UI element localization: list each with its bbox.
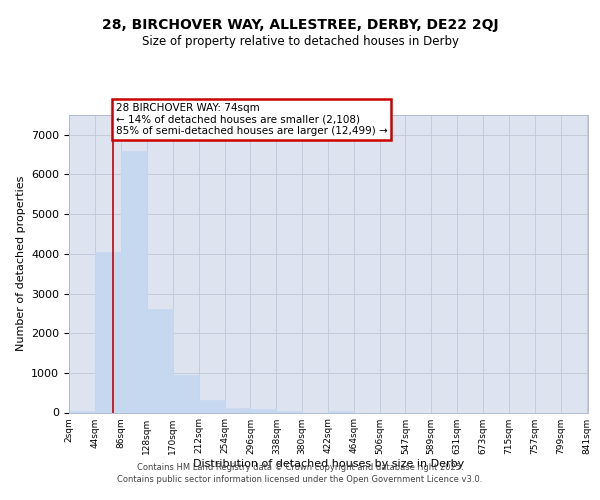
Text: Size of property relative to detached houses in Derby: Size of property relative to detached ho… xyxy=(142,34,458,48)
Bar xyxy=(147,310,173,412)
Text: 28 BIRCHOVER WAY: 74sqm
← 14% of detached houses are smaller (2,108)
85% of semi: 28 BIRCHOVER WAY: 74sqm ← 14% of detache… xyxy=(116,103,388,136)
Bar xyxy=(69,410,95,412)
Text: 28, BIRCHOVER WAY, ALLESTREE, DERBY, DE22 2QJ: 28, BIRCHOVER WAY, ALLESTREE, DERBY, DE2… xyxy=(101,18,499,32)
Y-axis label: Number of detached properties: Number of detached properties xyxy=(16,176,26,352)
Bar xyxy=(328,410,354,412)
Text: Contains HM Land Registry data © Crown copyright and database right 2025.: Contains HM Land Registry data © Crown c… xyxy=(137,464,463,472)
Bar xyxy=(199,400,224,412)
Bar xyxy=(277,410,302,412)
Bar xyxy=(224,408,250,412)
Text: Contains public sector information licensed under the Open Government Licence v3: Contains public sector information licen… xyxy=(118,475,482,484)
Bar xyxy=(121,150,147,412)
Bar xyxy=(95,252,121,412)
Bar xyxy=(173,375,199,412)
X-axis label: Distribution of detached houses by size in Derby: Distribution of detached houses by size … xyxy=(193,460,464,469)
Bar xyxy=(250,410,277,412)
